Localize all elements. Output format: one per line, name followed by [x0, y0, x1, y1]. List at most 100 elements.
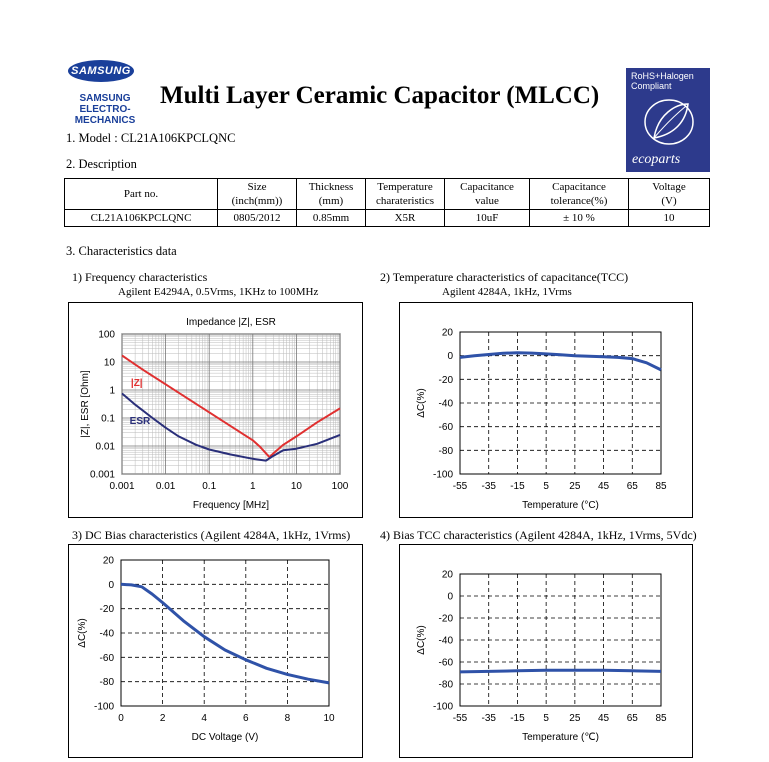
- spec-table: Part no. Size (inch(mm)) Thickness (mm) Te…: [64, 178, 710, 227]
- chart2-x-tick-label: -15: [510, 481, 525, 492]
- chart3-y-tick-label: -80: [100, 677, 115, 688]
- chart2-y-tick-label: -60: [439, 422, 454, 433]
- leaf-icon: [644, 99, 694, 145]
- chart3-x-tick-label: 10: [323, 713, 335, 724]
- chart4-y-axis-label: ΔC(%): [416, 625, 427, 654]
- eco-badge-line-2: Compliant: [631, 81, 672, 91]
- logo-line-1: SAMSUNG: [79, 93, 131, 104]
- chart2-x-tick-label: 65: [627, 481, 639, 492]
- chart1-x-tick-label: 1: [250, 481, 256, 492]
- header-capacitance: Capacitance value: [444, 178, 530, 210]
- chart2-y-tick-label: -40: [439, 399, 454, 410]
- frequency-chart: 0.001 0.01 0.1 1 10 100 100 10 1 0.1 0.01 0.001 Impe…: [80, 317, 349, 511]
- samsung-logo-mark: SAMSUNG: [68, 60, 134, 82]
- chart2-subtitle: Agilent 4284A, 1kHz, 1Vrms: [442, 286, 572, 298]
- chart4-y-tick-label: -100: [433, 702, 453, 713]
- chart1-x-tick-label: 100: [332, 481, 349, 492]
- chart2-title: 2) Temperature characteristics of capaci…: [380, 270, 629, 284]
- chart3-x-tick-label: 4: [201, 713, 207, 724]
- chart3-y-tick-label: -100: [94, 702, 114, 713]
- header-size: Size (inch(mm)): [217, 178, 297, 210]
- chart3-y-tick-label: -60: [100, 653, 115, 664]
- eco-badge: RoHS+Halogen Compliant ecoparts: [626, 68, 710, 172]
- logo-line-2: ELECTRO-MECHANICS: [74, 104, 136, 126]
- chart4-x-tick-label: 65: [627, 713, 639, 724]
- chart1-legend-label: ESR: [130, 416, 151, 427]
- cell-part-no: CL21A106KPCLQNC: [64, 209, 218, 227]
- chart4-series-line: [459, 668, 662, 674]
- chart3-y-tick-label: 20: [103, 556, 115, 567]
- chart3-panel: 0 2 4 6 8 10 20 0 -20 -40 -60 -80 -100 DC Voltage (V)…: [68, 544, 363, 758]
- chart4-x-tick-label: -55: [453, 713, 468, 724]
- chart1-y-tick-label: 100: [98, 330, 115, 341]
- spec-header-row: Part no. Size (inch(mm)) Thickness (mm) Te…: [64, 178, 710, 210]
- bias-tcc-chart: -55 -35 -15 5 25 45 65 85 20 0 -20 -40 -60 -80 -100 Tem…: [416, 570, 667, 744]
- cell-thickness: 0.85mm: [296, 209, 366, 227]
- cell-voltage: 10: [628, 209, 710, 227]
- chart3-y-tick-label: 0: [108, 580, 114, 591]
- chart4-y-tick-label: 20: [442, 570, 454, 581]
- chart1-y-tick-label: 1: [109, 386, 115, 397]
- chart2-y-tick-label: 20: [442, 328, 454, 339]
- chart4-y-tick-label: -60: [439, 658, 454, 669]
- page-title: Multi Layer Ceramic Capacitor (MLCC): [160, 82, 600, 109]
- chart1-subtitle: Agilent E4294A, 0.5Vrms, 1KHz to 100MHz: [118, 286, 319, 298]
- chart1-x-tick-label: 0.01: [156, 481, 176, 492]
- chart1-x-tick-label: 0.1: [202, 481, 216, 492]
- chart4-y-tick-label: -20: [439, 614, 454, 625]
- chart1-y-tick-label: 0.001: [90, 470, 115, 481]
- chart1-inner-title: Impedance |Z|, ESR: [186, 317, 276, 328]
- chart1-series-line: [121, 392, 341, 462]
- chart1-plot-frame: [121, 333, 341, 475]
- chart2-panel: -55 -35 -15 5 25 45 65 85 20 0 -20 -40 -60 -80 -100 Tem…: [399, 302, 693, 518]
- tcc-chart: -55 -35 -15 5 25 45 65 85 20 0 -20 -40 -60 -80 -100 Tem…: [416, 328, 667, 512]
- chart2-y-tick-label: -100: [433, 470, 453, 481]
- chart1-x-tick-label: 0.001: [109, 481, 134, 492]
- eco-badge-text: RoHS+Halogen Compliant: [631, 71, 694, 91]
- header-temperature: Temperature charateristics: [365, 178, 445, 210]
- chart3-x-tick-label: 6: [243, 713, 249, 724]
- chart2-x-axis-label: Temperature (°C): [522, 500, 599, 511]
- cell-tolerance: ± 10 %: [529, 209, 629, 227]
- cell-capacitance: 10uF: [444, 209, 530, 227]
- chart3-x-tick-label: 8: [285, 713, 291, 724]
- chart4-y-tick-label: 0: [447, 592, 453, 603]
- chart1-title: 1) Frequency characteristics: [72, 270, 208, 284]
- chart2-series-line: [459, 351, 662, 372]
- chart4-x-tick-label: -35: [481, 713, 496, 724]
- chart2-x-tick-label: -35: [481, 481, 496, 492]
- characteristics-heading: 3. Characteristics data: [66, 244, 177, 258]
- chart4-panel: -55 -35 -15 5 25 45 65 85 20 0 -20 -40 -60 -80 -100 Tem…: [399, 544, 693, 758]
- chart3-y-tick-label: -40: [100, 629, 115, 640]
- chart2-x-tick-label: 25: [569, 481, 581, 492]
- chart4-x-tick-label: 85: [655, 713, 667, 724]
- cell-size: 0805/2012: [217, 209, 297, 227]
- chart1-panel: 0.001 0.01 0.1 1 10 100 100 10 1 0.1 0.01 0.001 Impe…: [68, 302, 363, 518]
- chart3-x-axis-label: DC Voltage (V): [192, 732, 259, 743]
- chart2-x-tick-label: -55: [453, 481, 468, 492]
- chart1-legend-label: |Z|: [131, 378, 143, 389]
- chart3-x-tick-label: 2: [160, 713, 166, 724]
- chart3-x-tick-label: 0: [118, 713, 124, 724]
- header-part-no: Part no.: [64, 178, 218, 210]
- chart2-y-tick-label: -20: [439, 375, 454, 386]
- chart4-y-tick-label: -40: [439, 636, 454, 647]
- chart4-y-tick-label: -80: [439, 680, 454, 691]
- chart2-y-axis-label: ΔC(%): [416, 388, 427, 417]
- chart1-series-line: [121, 354, 341, 459]
- cell-temperature: X5R: [365, 209, 445, 227]
- header-voltage: Voltage (V): [628, 178, 710, 210]
- chart1-x-axis-label: Frequency [MHz]: [193, 500, 269, 511]
- chart3-title: 3) DC Bias characteristics (Agilent 4284…: [72, 528, 351, 542]
- chart2-y-tick-label: -80: [439, 446, 454, 457]
- chart2-x-tick-label: 85: [655, 481, 667, 492]
- samsung-logo-text: SAMSUNG ELECTRO-MECHANICS: [60, 93, 150, 126]
- header-thickness: Thickness (mm): [296, 178, 366, 210]
- chart1-y-axis-label: |Z|, ESR [Ohm]: [80, 370, 91, 438]
- chart2-x-tick-label: 45: [598, 481, 610, 492]
- model-line: 1. Model : CL21A106KPCLQNC: [66, 131, 236, 145]
- eco-brand: ecoparts: [632, 152, 681, 167]
- spec-data-row: CL21A106KPCLQNC 0805/2012 0.85mm X5R 10u…: [64, 209, 710, 227]
- chart2-x-tick-label: 5: [543, 481, 549, 492]
- chart2-y-tick-label: 0: [447, 351, 453, 362]
